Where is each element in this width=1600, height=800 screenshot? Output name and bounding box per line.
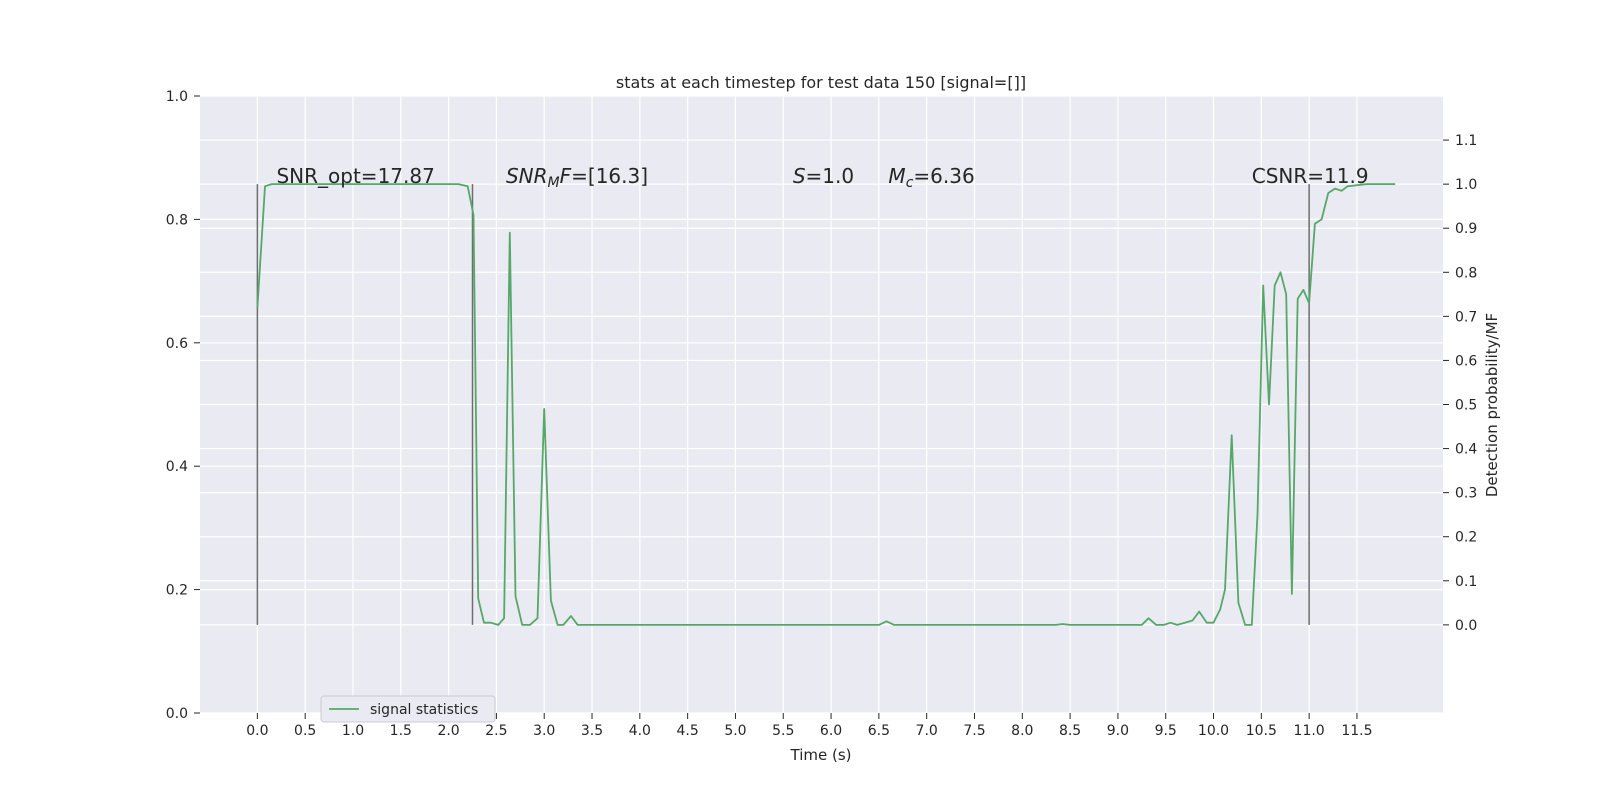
annotation-text: SNR_opt=17.87: [276, 164, 434, 188]
x-tick-label: 4.0: [629, 723, 651, 739]
x-tick-label: 3.5: [581, 723, 603, 739]
y2-tick-label: 0.9: [1455, 221, 1477, 237]
y-tick-label: 0.4: [166, 459, 188, 475]
y2-tick-label: 0.6: [1455, 353, 1477, 369]
x-tick-label: 10.0: [1198, 723, 1229, 739]
y-tick-label: 0.0: [166, 706, 188, 722]
y-tick-label: 1.0: [166, 89, 188, 105]
y-tick-label: 0.6: [166, 336, 188, 352]
y-tick-label: 0.8: [166, 212, 188, 228]
x-tick-label: 11.0: [1294, 723, 1325, 739]
y2-tick-label: 1.1: [1455, 133, 1477, 149]
y2-tick-label: 0.3: [1455, 486, 1477, 502]
x-tick-label: 6.0: [820, 723, 842, 739]
x-tick-label: 1.5: [390, 723, 412, 739]
series-layer: [256, 183, 1396, 626]
annotations: SNR_opt=17.87 SNRMF=[16.3] S=1.0 Mc=6.36 CSN…: [276, 164, 1368, 191]
x-tick-label: 3.0: [533, 723, 555, 739]
x-axis-label: Time (s): [790, 746, 852, 764]
legend: signal statistics: [320, 695, 496, 723]
marker-lines: [256, 184, 1310, 625]
x-tick-label: 2.0: [437, 723, 459, 739]
x-tick-label: 4.5: [677, 723, 699, 739]
y2-tick-label: 0.0: [1455, 618, 1477, 634]
y2-tick-label: 0.5: [1455, 398, 1477, 414]
x-tick-label: 11.5: [1341, 723, 1372, 739]
x-tick-label: 0.5: [294, 723, 316, 739]
x-tick-label: 7.0: [916, 723, 938, 739]
x-tick-label: 9.5: [1155, 723, 1177, 739]
x-tick-label: 2.5: [485, 723, 507, 739]
legend-label: signal statistics: [370, 702, 478, 718]
x-tick-label: 8.0: [1011, 723, 1033, 739]
annotation-text: SNRMF=[16.3]: [506, 164, 648, 191]
y2-tick-label: 0.4: [1455, 442, 1477, 458]
series-line-signal-statistics: [256, 183, 1396, 626]
y2-tick-label: 0.7: [1455, 309, 1477, 325]
x-tick-label: 0.0: [246, 723, 268, 739]
y2-tick-label: 1.0: [1455, 177, 1477, 193]
y2-axis-label: Detection probability/MF: [1483, 313, 1501, 497]
x-tick-label: 5.5: [772, 723, 794, 739]
x-tick-label: 7.5: [963, 723, 985, 739]
y2-tick-label: 0.8: [1455, 265, 1477, 281]
x-tick-label: 10.5: [1246, 723, 1277, 739]
x-axis-ticks: 0.0 0.5 1.0 1.5 2.0 2.5 3.0 3.5 4.0 4.5 5.0 5.5 6.0 6…: [246, 713, 1373, 739]
x-tick-label: 8.5: [1059, 723, 1081, 739]
legend-box: [320, 695, 496, 723]
grid: [200, 95, 1443, 714]
chart-title: stats at each timestep for test data 150…: [616, 73, 1026, 92]
annotation-text: CSNR=11.9: [1252, 164, 1369, 188]
y2-tick-label: 0.2: [1455, 530, 1477, 546]
x-tick-label: 9.0: [1107, 723, 1129, 739]
y2-tick-label: 0.1: [1455, 574, 1477, 590]
x-tick-label: 1.0: [342, 723, 364, 739]
annotation-text: Mc=6.36: [888, 164, 974, 191]
x-tick-label: 5.0: [724, 723, 746, 739]
annotation-text: S=1.0: [793, 164, 854, 188]
y2-axis-ticks: 0.0 0.1 0.2 0.3 0.4 0.5 0.6 0.7 0.8 0.9 1.0 1.1: [1443, 133, 1477, 634]
y-axis-ticks: 0.0 0.2 0.4 0.6 0.8 1.0: [166, 89, 200, 722]
y-tick-label: 0.2: [166, 583, 188, 599]
x-tick-label: 6.5: [868, 723, 890, 739]
